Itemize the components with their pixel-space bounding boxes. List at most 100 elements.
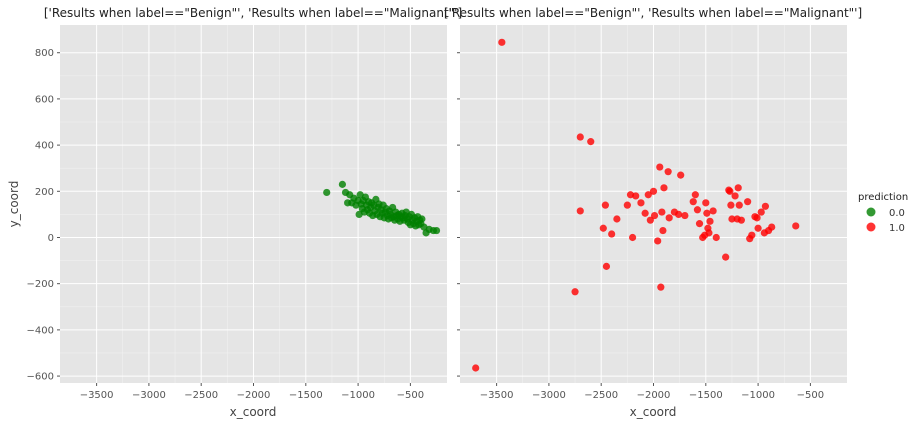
data-point	[656, 163, 664, 171]
data-point	[728, 215, 736, 223]
data-point	[722, 253, 730, 261]
data-point	[677, 171, 685, 179]
y-tick-label: −400	[27, 325, 54, 336]
data-point	[576, 133, 584, 141]
legend-title: prediction	[858, 192, 908, 203]
y-tick-label: 200	[35, 187, 54, 198]
data-point	[757, 208, 765, 216]
legend-marker-0	[866, 207, 876, 217]
points-right	[472, 38, 800, 372]
data-point	[649, 187, 658, 195]
data-point	[727, 201, 735, 209]
data-point	[761, 202, 770, 210]
x-ticks-left: −3500 −3000 −2500 −2000 −1500 −1000 −500	[80, 383, 424, 401]
x-tick-label: −3500	[80, 390, 114, 401]
data-point	[734, 184, 742, 192]
y-tick-label: 400	[35, 141, 54, 152]
grid-left	[60, 25, 447, 383]
data-point	[613, 215, 621, 223]
x-axis-label-right: x_coord	[630, 405, 677, 419]
data-point	[418, 215, 426, 223]
data-point	[706, 217, 714, 225]
x-tick-label: −3500	[480, 390, 514, 401]
data-point	[675, 210, 683, 218]
data-point	[665, 214, 673, 222]
points-left	[323, 180, 441, 237]
data-point	[498, 38, 506, 46]
data-point	[599, 224, 607, 232]
data-point	[571, 288, 579, 296]
data-point	[657, 283, 665, 291]
data-point	[709, 207, 717, 215]
data-point	[646, 216, 654, 224]
panel-title-left: ['Results when label=="Benign"', 'Result…	[44, 6, 462, 20]
x-tick-label: −2500	[184, 390, 218, 401]
data-point	[659, 226, 667, 235]
data-point	[587, 138, 595, 146]
x-tick-label: −1000	[741, 390, 775, 401]
grid-right	[460, 25, 847, 383]
data-point	[472, 364, 480, 372]
x-tick-label: −3000	[532, 390, 566, 401]
y-ticks-right	[457, 52, 460, 377]
panel-malignant: −3500 −3000 −2500 −2000 −1500 −1000 −500 ['Res…	[444, 6, 862, 419]
data-point	[632, 192, 640, 200]
x-tick-label: −2000	[237, 390, 271, 401]
x-tick-label: −500	[797, 390, 824, 401]
data-point	[748, 231, 756, 239]
x-tick-label: −3000	[132, 390, 166, 401]
data-point	[693, 206, 702, 214]
data-point	[712, 233, 720, 242]
y-tick-label: −600	[27, 372, 54, 383]
data-point	[602, 262, 611, 270]
data-point	[637, 199, 645, 207]
data-point	[681, 211, 689, 220]
data-point	[608, 230, 616, 238]
data-point	[658, 208, 666, 216]
data-point	[702, 199, 710, 207]
data-point	[664, 168, 672, 176]
data-point	[768, 223, 776, 231]
data-point	[641, 209, 649, 217]
y-ticks-left: −600 −400 −200 0 200 400 600 800	[27, 48, 60, 383]
data-point	[737, 216, 745, 224]
data-point	[753, 214, 761, 222]
y-tick-label: 800	[35, 48, 54, 59]
legend-label-0: 0.0	[889, 208, 905, 219]
data-point	[601, 201, 609, 209]
x-tick-label: −1500	[289, 390, 323, 401]
data-point	[754, 224, 762, 232]
x-ticks-right: −3500 −3000 −2500 −2000 −1500 −1000 −500	[480, 383, 824, 401]
data-point	[338, 180, 347, 188]
data-point	[650, 211, 659, 220]
data-point	[654, 237, 662, 245]
x-tick-label: −2000	[637, 390, 671, 401]
data-point	[660, 184, 668, 192]
y-tick-label: 600	[35, 94, 54, 105]
panel-title-right: ['Results when label=="Benign"', 'Result…	[444, 6, 862, 20]
x-axis-label-left: x_coord	[230, 405, 277, 419]
data-point	[432, 226, 441, 235]
legend-label-1: 1.0	[889, 223, 905, 234]
y-tick-label: 0	[48, 233, 54, 244]
data-point	[623, 201, 631, 209]
data-point	[644, 191, 652, 199]
panel-benign: −3500 −3000 −2500 −2000 −1500 −1000 −500 −600−…	[7, 6, 462, 419]
data-point	[323, 188, 331, 197]
data-point	[726, 187, 734, 195]
x-tick-label: −500	[397, 390, 424, 401]
data-point	[689, 198, 697, 206]
data-point	[703, 209, 711, 217]
x-tick-label: −2500	[584, 390, 618, 401]
data-point	[576, 207, 584, 215]
y-axis-label: y_coord	[7, 181, 21, 228]
x-tick-label: −1500	[689, 390, 723, 401]
data-point	[735, 201, 743, 209]
data-point	[691, 191, 699, 199]
data-point	[695, 220, 704, 228]
data-point	[705, 229, 713, 237]
data-point	[731, 192, 739, 200]
legend: prediction 0.0 1.0	[858, 192, 908, 234]
data-point	[628, 233, 637, 242]
